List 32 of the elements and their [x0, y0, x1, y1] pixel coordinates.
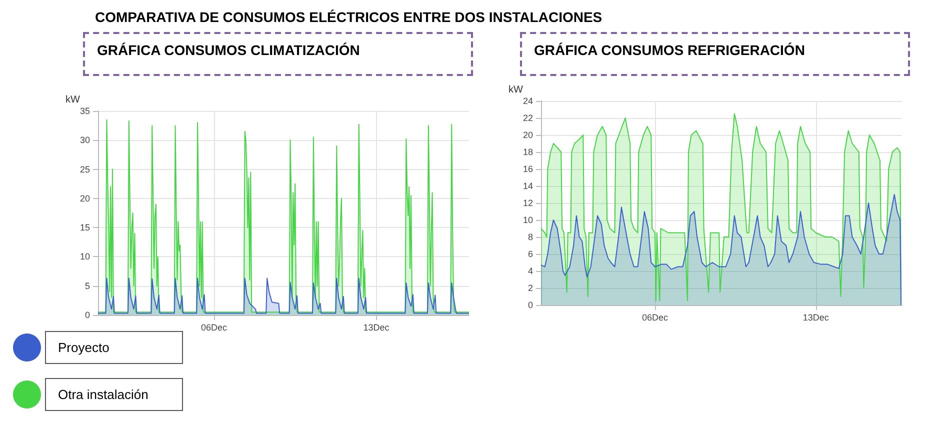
x-tick-label: 06Dec	[200, 322, 228, 332]
y-tick-label: 0	[84, 310, 90, 320]
y-tick-label: 22	[522, 113, 533, 123]
y-tick-label: 5	[84, 280, 90, 291]
y-tick-label: 35	[80, 106, 90, 116]
y-tick-label: 20	[80, 193, 90, 204]
y-tick-label: 10	[522, 215, 533, 225]
y-tick-label: 6	[528, 249, 533, 259]
y-tick-label: 10	[80, 252, 90, 262]
y-tick-label: 4	[528, 266, 533, 276]
chart-title: COMPARATIVA DE CONSUMOS ELÉCTRICOS ENTRE DOS INSTALACIONES	[95, 8, 602, 26]
legend-label: Proyecto	[58, 340, 110, 355]
y-tick-label: 16	[522, 164, 533, 174]
y-tick-label: 8	[528, 232, 533, 242]
y-tick-label: 15	[80, 222, 90, 233]
x-tick-label: 13Dec	[363, 322, 390, 332]
y-tick-label: 24	[522, 96, 533, 106]
x-tick-label: 06Dec	[642, 312, 668, 322]
chart-subtitle: GRÁFICA CONSUMOS REFRIGERACIÓN	[520, 32, 910, 76]
y-tick-label: 2	[528, 283, 533, 293]
x-tick-label: 13Dec	[802, 312, 830, 322]
y-tick-label: 0	[528, 300, 533, 310]
y-axis-title: kW	[508, 84, 524, 96]
y-tick-label: 12	[522, 198, 533, 208]
legend-label: Otra instalación	[58, 387, 148, 402]
y-tick-label: 14	[522, 181, 533, 191]
y-tick-label: 25	[80, 164, 90, 174]
y-tick-label: 30	[80, 135, 90, 146]
y-tick-label: 18	[522, 147, 533, 157]
chart-subtitle: GRÁFICA CONSUMOS CLIMATIZACIÓN	[83, 32, 473, 76]
y-axis-title: kW	[66, 94, 81, 106]
y-tick-label: 20	[522, 130, 533, 140]
